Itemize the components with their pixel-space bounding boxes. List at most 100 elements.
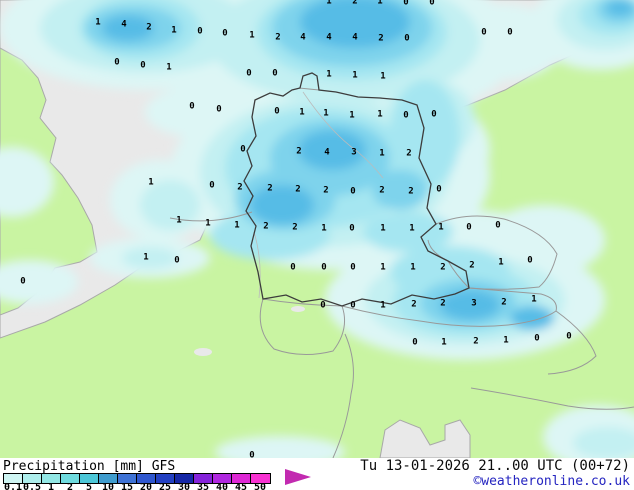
tick-label: 10 xyxy=(101,482,115,490)
precip-value: 2 xyxy=(352,0,358,7)
precip-blob xyxy=(573,427,634,458)
precip-value: 1 xyxy=(326,0,332,7)
legend-swatch xyxy=(213,474,232,483)
map-canvas xyxy=(0,0,634,458)
precip-value: 0 xyxy=(140,60,146,71)
scale-tick-labels: 0.1 0.5 1 2 5 10 15 20 25 30 35 40 45 50 xyxy=(3,482,303,490)
precip-value: 2 xyxy=(292,222,298,233)
lake-constance xyxy=(291,306,305,312)
scale-arrow-icon xyxy=(285,469,311,485)
precip-value: 0 xyxy=(507,27,513,38)
copyright-link[interactable]: ©weatheronline.co.uk xyxy=(473,474,630,489)
precip-blob xyxy=(606,0,634,16)
precip-value: 0 xyxy=(209,180,215,191)
precip-blob xyxy=(102,15,154,41)
precip-value: 1 xyxy=(531,294,537,305)
border-austria xyxy=(341,287,557,327)
legend-swatch xyxy=(156,474,175,483)
tick-label: 40 xyxy=(215,482,229,490)
precip-value: 2 xyxy=(406,148,412,159)
legend-swatch xyxy=(137,474,156,483)
lake-geneva xyxy=(194,348,212,356)
tick-label: 15 xyxy=(120,482,134,490)
precip-value: 1 xyxy=(410,262,416,273)
river-elbe xyxy=(302,91,384,179)
precip-value: 2 xyxy=(379,185,385,196)
precip-value: 1 xyxy=(349,110,355,121)
precip-value: 0 xyxy=(20,276,26,287)
precip-value: 1 xyxy=(441,337,447,348)
border-denmark xyxy=(298,87,320,91)
precip-value: 3 xyxy=(471,298,477,309)
tick-label: 0.5 xyxy=(22,482,42,490)
precip-blob xyxy=(250,185,314,225)
legend-swatch xyxy=(4,474,23,483)
legend-swatch xyxy=(80,474,99,483)
legend-model: GFS xyxy=(151,459,176,474)
precip-value: 2 xyxy=(440,262,446,273)
precip-value: 0 xyxy=(246,68,252,79)
precip-value: 1 xyxy=(438,222,444,233)
precip-value: 1 xyxy=(352,70,358,81)
precip-value: 0 xyxy=(566,331,572,342)
precip-value: 0 xyxy=(189,101,195,112)
legend-bar: Precipitation [mm] GFS 0.1 0.5 1 2 5 10 15 20 25… xyxy=(0,458,634,490)
precip-value: 1 xyxy=(143,252,149,263)
legend-parameter: Precipitation xyxy=(3,459,105,474)
precip-blob xyxy=(440,290,500,320)
precip-blob xyxy=(390,80,460,190)
precip-value: 1 xyxy=(380,71,386,82)
precip-value: 1 xyxy=(377,0,383,7)
precip-value: 1 xyxy=(321,223,327,234)
legend-unit: [mm] xyxy=(112,459,144,474)
precip-value: 2 xyxy=(275,32,281,43)
legend-swatch xyxy=(251,474,270,483)
precip-value: 0 xyxy=(174,255,180,266)
precip-value: 0 xyxy=(216,104,222,115)
precip-value: 2 xyxy=(296,146,302,157)
tick-label: 0.1 xyxy=(3,482,23,490)
precip-blob xyxy=(300,0,410,48)
adriatic-sea xyxy=(379,419,471,458)
legend-swatch xyxy=(61,474,80,483)
precip-value: 4 xyxy=(300,32,306,43)
precip-value: 0 xyxy=(114,57,120,68)
precip-value: 1 xyxy=(323,108,329,119)
tick-label: 35 xyxy=(196,482,210,490)
precip-blob xyxy=(298,130,366,170)
precip-value: 0 xyxy=(403,110,409,121)
precip-value: 1 xyxy=(234,220,240,231)
precip-values-overlay: 1 2 1 0 0 1 4 2 1 0 0 1 2 4 4 4 2 0 0 0 0 0 1 0 0 1 1 1 0 0 0 1 1 1 1 0 0 0 2 4… xyxy=(20,0,572,458)
precip-blob xyxy=(140,180,200,230)
precip-value: 1 xyxy=(409,223,415,234)
precip-value: 2 xyxy=(411,299,417,310)
border-hungary xyxy=(547,310,597,375)
precip-value: 0 xyxy=(240,144,246,155)
precip-value: 1 xyxy=(377,109,383,120)
precip-value: 2 xyxy=(323,185,329,196)
precip-blob xyxy=(0,147,54,217)
precip-value: 0 xyxy=(222,28,228,39)
legend-swatch xyxy=(232,474,251,483)
precip-value: 2 xyxy=(295,184,301,195)
precip-value: 1 xyxy=(380,262,386,273)
precip-value: 0 xyxy=(350,262,356,273)
precip-value: 2 xyxy=(146,22,152,33)
precip-value: 1 xyxy=(171,25,177,36)
precip-value: 0 xyxy=(527,255,533,266)
precip-blob xyxy=(215,436,345,458)
precip-value: 0 xyxy=(403,0,409,8)
tick-label: 45 xyxy=(234,482,248,490)
border-germany xyxy=(243,72,470,307)
color-scale-bar xyxy=(3,473,271,484)
precip-value: 1 xyxy=(299,107,305,118)
precip-value: 1 xyxy=(380,223,386,234)
country-borders xyxy=(169,72,634,458)
precip-value: 0 xyxy=(249,450,255,458)
precip-value: 0 xyxy=(431,109,437,120)
precip-blob xyxy=(122,247,178,269)
tick-label: 50 xyxy=(253,482,267,490)
precip-value: 1 xyxy=(503,335,509,346)
precip-value: 0 xyxy=(272,68,278,79)
precip-value: 0 xyxy=(436,184,442,195)
